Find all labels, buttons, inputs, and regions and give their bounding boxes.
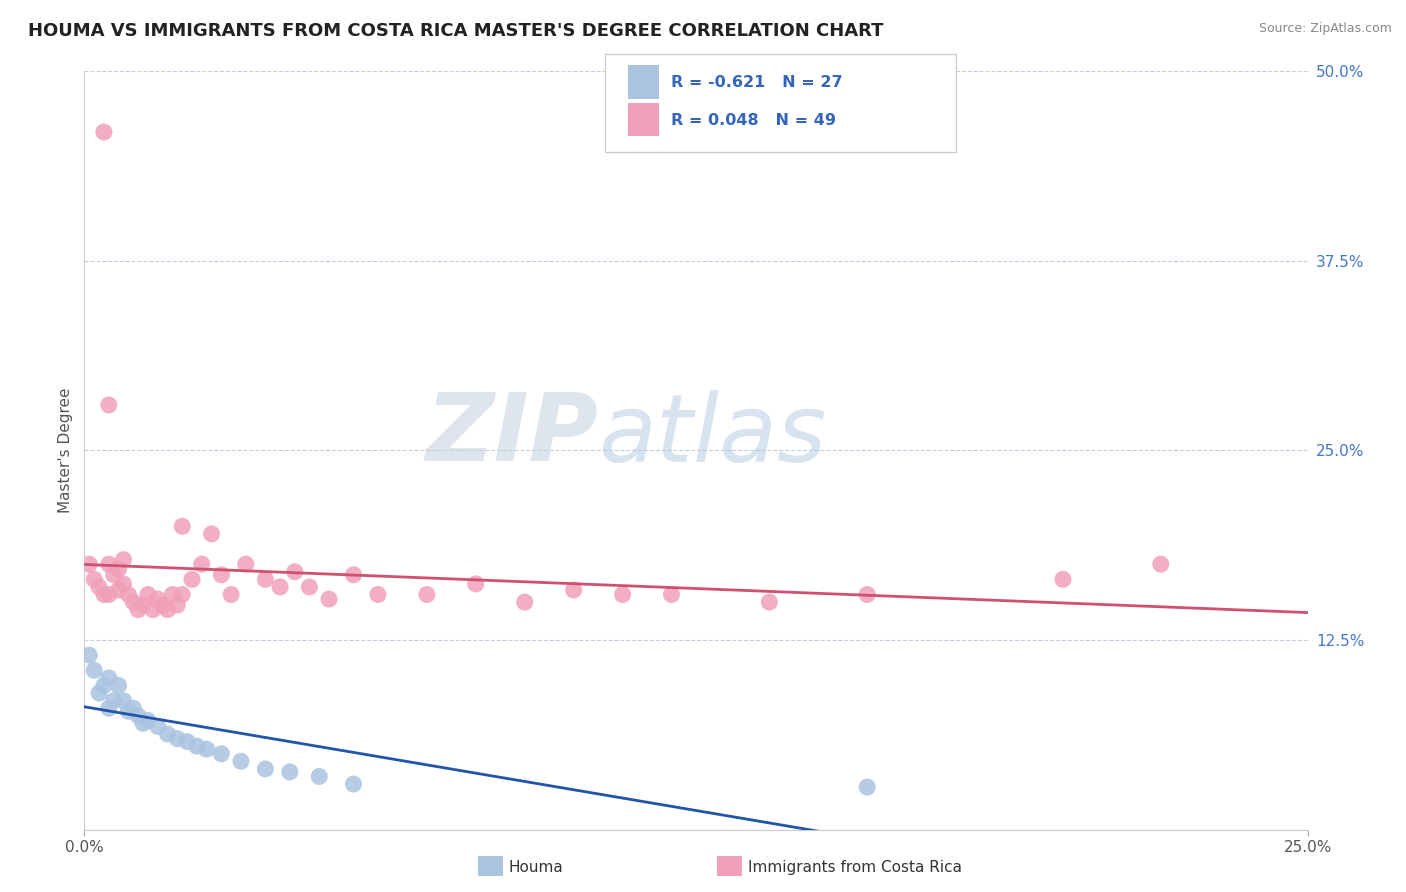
Point [83,664,105,678]
Point [132,716,155,731]
Point [298,580,321,594]
Point [93,678,115,692]
Point [103,567,125,582]
Point [132,598,155,612]
Point [87,580,110,594]
Point [856,780,879,794]
Point [284,565,307,579]
Point [97,557,120,572]
Point [1150,557,1173,572]
Point [562,582,585,597]
Point [172,588,194,602]
Point [107,678,129,692]
Point [122,701,145,715]
Text: R = 0.048   N = 49: R = 0.048 N = 49 [671,113,835,128]
Point [112,694,135,708]
Text: HOUMA VS IMMIGRANTS FROM COSTA RICA MASTER'S DEGREE CORRELATION CHART: HOUMA VS IMMIGRANTS FROM COSTA RICA MAST… [28,22,883,40]
Point [166,598,188,612]
Point [254,573,277,587]
Point [146,719,169,733]
Point [93,125,115,139]
Point [172,519,194,533]
Point [856,588,879,602]
Text: Source: ZipAtlas.com: Source: ZipAtlas.com [1258,22,1392,36]
Point [278,764,301,779]
Point [136,588,159,602]
Point [152,598,174,612]
Point [181,573,204,587]
Point [117,588,139,602]
Point [156,727,179,741]
Point [127,603,149,617]
Point [97,671,120,685]
Point [77,557,100,572]
Point [342,567,364,582]
Point [77,648,100,662]
Point [254,762,277,776]
Point [166,731,188,746]
Point [103,694,125,708]
Point [464,577,486,591]
Text: Houma: Houma [509,860,564,874]
Point [269,580,291,594]
Point [186,739,208,753]
Point [195,742,218,756]
Point [342,777,364,791]
Point [107,562,129,576]
Point [308,769,330,784]
Point [117,704,139,718]
Point [112,552,135,566]
Point [162,588,184,602]
Point [142,603,165,617]
Point [83,573,105,587]
Text: atlas: atlas [598,390,827,481]
Point [200,526,222,541]
Y-axis label: Master's Degree: Master's Degree [58,388,73,513]
Point [146,592,169,607]
Point [191,557,214,572]
Point [156,603,179,617]
Point [93,588,115,602]
Point [176,734,198,748]
Point [87,686,110,700]
Point [758,595,780,609]
Point [209,567,232,582]
Point [112,577,135,591]
Point [416,588,439,602]
Point [209,747,232,761]
Point [97,701,120,715]
Point [513,595,536,609]
Point [367,588,389,602]
Point [1052,573,1074,587]
Text: Immigrants from Costa Rica: Immigrants from Costa Rica [748,860,962,874]
Point [107,582,129,597]
Point [97,588,120,602]
Point [318,592,340,607]
Point [97,398,120,412]
Text: ZIP: ZIP [425,389,598,482]
Point [219,588,242,602]
Point [612,588,634,602]
Point [127,708,149,723]
Point [229,755,252,769]
Point [661,588,683,602]
Point [122,595,145,609]
Text: R = -0.621   N = 27: R = -0.621 N = 27 [671,76,842,90]
Point [235,557,257,572]
Point [136,714,159,728]
